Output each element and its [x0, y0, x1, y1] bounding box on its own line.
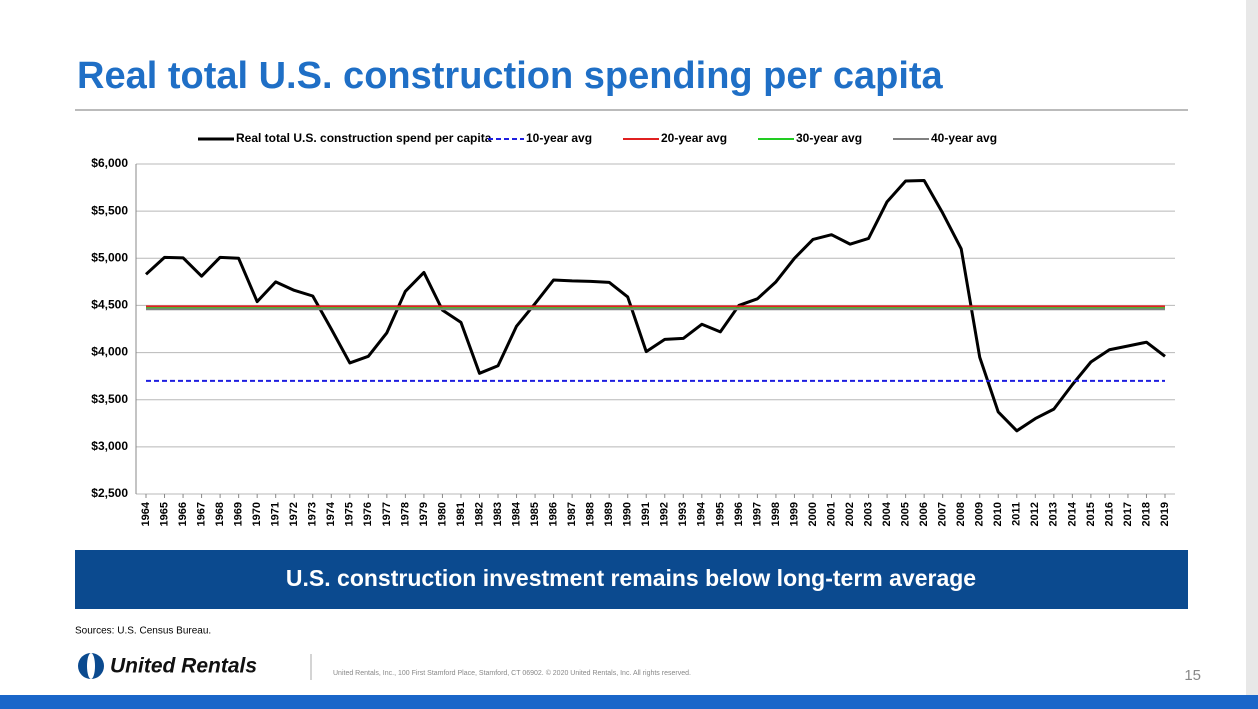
x-tick-label: 1965	[158, 502, 170, 526]
x-tick-label: 1972	[288, 502, 300, 526]
x-tick-label: 2012	[1029, 502, 1041, 526]
x-tick-label: 1964	[140, 501, 152, 526]
x-tick-label: 2005	[900, 502, 912, 526]
x-tick-label: 2008	[955, 502, 967, 526]
banner	[75, 550, 1188, 609]
legend-label: 20-year avg	[661, 131, 727, 145]
logo-icon	[78, 653, 104, 679]
x-tick-label: 1994	[696, 501, 708, 526]
y-tick-label: $3,000	[91, 439, 128, 453]
x-tick-label: 1981	[455, 502, 467, 526]
x-tick-label: 1978	[399, 502, 411, 526]
footer: United Rentals, Inc., 100 First Stamford…	[333, 669, 691, 677]
legend-label: Real total U.S. construction spend per c…	[236, 131, 492, 145]
x-tick-label: 1980	[436, 502, 448, 526]
x-tick-label: 1983	[492, 502, 504, 526]
legend-label: 30-year avg	[796, 131, 862, 145]
x-tick-label: 2001	[825, 502, 837, 526]
x-tick-label: 2016	[1103, 502, 1115, 526]
x-tick-label: 1991	[640, 502, 652, 526]
slide-title: Real total U.S. construction spending pe…	[77, 55, 944, 97]
bottom-bar	[0, 695, 1258, 709]
page-number: 15	[1184, 667, 1201, 684]
y-tick-label: $5,500	[91, 203, 128, 217]
x-tick-label: 1977	[381, 502, 393, 526]
x-tick-label: 2004	[881, 501, 893, 526]
x-tick-label: 1982	[473, 502, 485, 526]
x-tick-label: 1975	[344, 502, 356, 526]
y-tick-label: $3,500	[91, 392, 128, 406]
banner-text: U.S. construction investment remains bel…	[286, 565, 976, 591]
x-tick-label: 2011	[1011, 502, 1023, 526]
x-tick-label: 1996	[733, 502, 745, 526]
x-tick-label: 1967	[195, 502, 207, 526]
legend-label: 10-year avg	[526, 131, 592, 145]
x-tick-label: 1987	[566, 502, 578, 526]
y-tick-label: $4,000	[91, 345, 128, 359]
x-tick-label: 1976	[362, 502, 374, 526]
legend-label: 40-year avg	[931, 131, 997, 145]
x-tick-label: 1974	[325, 501, 337, 526]
x-tick-label: 1979	[418, 502, 430, 526]
x-tick-label: 1998	[770, 502, 782, 526]
x-tick-label: 1966	[177, 502, 189, 526]
x-tick-label: 2007	[937, 502, 949, 526]
sources: Sources: U.S. Census Bureau.	[75, 626, 211, 637]
y-tick-label: $2,500	[91, 486, 128, 500]
x-tick-label: 1990	[622, 502, 634, 526]
x-tick-label: 1992	[659, 502, 671, 526]
x-tick-label: 2009	[974, 502, 986, 526]
x-tick-label: 1995	[714, 502, 726, 526]
x-tick-label: 1999	[788, 502, 800, 526]
x-tick-label: 1969	[233, 502, 245, 526]
x-tick-label: 2006	[918, 502, 930, 526]
x-tick-label: 1985	[529, 502, 541, 526]
side-margin	[1246, 0, 1258, 709]
x-tick-label: 1968	[214, 502, 226, 526]
x-tick-label: 1997	[751, 502, 763, 526]
x-tick-label: 1973	[307, 502, 319, 526]
logo-text: United Rentals	[110, 655, 257, 678]
x-tick-label: 2014	[1066, 501, 1078, 526]
x-tick-label: 1984	[510, 501, 522, 526]
x-tick-label: 1970	[251, 502, 263, 526]
x-tick-label: 2018	[1140, 502, 1152, 526]
x-tick-label: 1986	[548, 502, 560, 526]
x-tick-label: 2017	[1122, 502, 1134, 526]
x-tick-label: 2003	[862, 502, 874, 526]
x-tick-label: 1989	[603, 502, 615, 526]
data-line	[144, 179, 1166, 433]
y-tick-label: $5,000	[91, 250, 128, 264]
x-tick-label: 1988	[585, 502, 597, 526]
x-tick-label: 2010	[992, 502, 1004, 526]
x-tick-label: 2013	[1048, 502, 1060, 526]
x-tick-label: 2019	[1159, 502, 1171, 526]
y-tick-label: $4,500	[91, 298, 128, 312]
x-tick-label: 1971	[270, 502, 282, 526]
y-tick-label: $6,000	[91, 156, 128, 170]
x-tick-label: 1993	[677, 502, 689, 526]
x-tick-label: 2002	[844, 502, 856, 526]
x-tick-label: 2000	[807, 502, 819, 526]
x-tick-label: 2015	[1085, 502, 1097, 526]
